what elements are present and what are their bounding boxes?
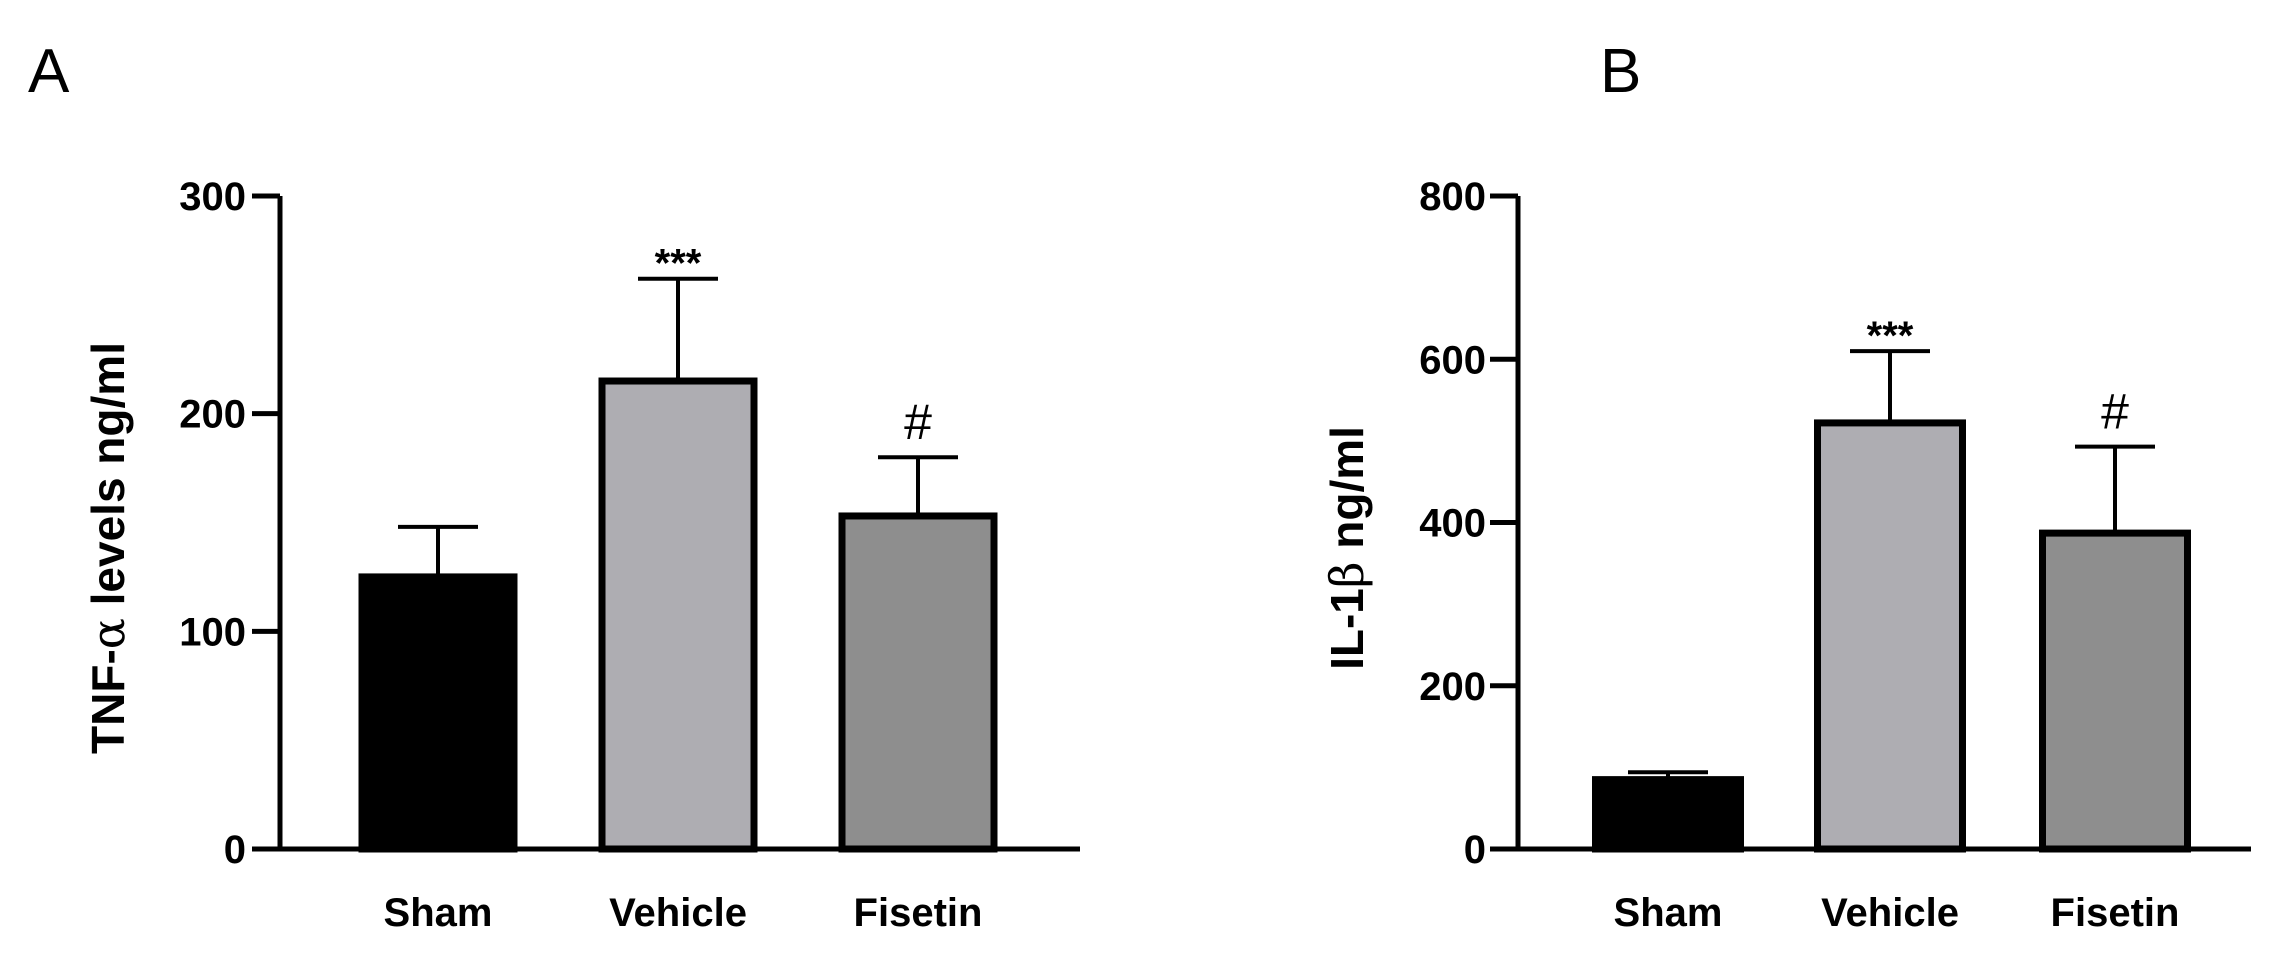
y-tick-label-b-3: 600 — [1419, 338, 1486, 382]
panel-a: A TNF-α levels ng/ml Sham *** Vehicle # Fise… — [28, 37, 1080, 935]
annotation-a-2: # — [904, 394, 932, 450]
panel-b: B IL-1β ng/ml Sham *** Vehicle # Fisetin 0 200… — [1320, 37, 2251, 935]
y-axis-title-b-main: IL-1 — [1321, 588, 1373, 670]
y-axis-title-a-symbol: α — [81, 618, 135, 649]
y-tick-label-b-2: 400 — [1419, 502, 1486, 546]
y-tick-label-b-1: 200 — [1419, 665, 1486, 709]
y-tick-label-a-0: 0 — [224, 828, 246, 872]
annotation-b-1: *** — [1867, 314, 1914, 358]
panel-letter-a: A — [28, 37, 70, 106]
y-tick-label-a-2: 200 — [179, 393, 246, 437]
category-label-a-1: Vehicle — [609, 891, 747, 935]
bar-a-0 — [358, 573, 518, 853]
category-label-b-1: Vehicle — [1821, 891, 1959, 935]
y-axis-title-b-symbol: β — [1320, 562, 1374, 589]
y-axis-title-a: TNF-α levels ng/ml — [81, 342, 135, 754]
y-axis-title-b: IL-1β ng/ml — [1320, 426, 1374, 670]
category-label-a-0: Sham — [384, 891, 493, 935]
bar-a-2 — [838, 512, 998, 853]
category-label-a-2: Fisetin — [854, 891, 983, 935]
y-tick-label-b-0: 0 — [1464, 828, 1486, 872]
y-tick-label-a-1: 100 — [179, 610, 246, 654]
y-axis-title-a-rest: levels ng/ml — [82, 342, 134, 618]
y-tick-label-a-3: 300 — [179, 175, 246, 219]
bar-b-2 — [2039, 529, 2191, 853]
bar-b-1 — [1814, 419, 1966, 853]
annotation-a-1: *** — [655, 242, 702, 286]
y-tick-label-b-4: 800 — [1419, 175, 1486, 219]
panel-letter-b: B — [1600, 37, 1641, 106]
category-label-b-2: Fisetin — [2051, 891, 2180, 935]
y-axis-title-b-rest: ng/ml — [1321, 426, 1373, 561]
annotation-b-2: # — [2101, 384, 2129, 440]
y-axis-title-a-main: TNF- — [82, 649, 134, 754]
bar-a-1 — [598, 377, 758, 853]
category-label-b-0: Sham — [1614, 891, 1723, 935]
bar-b-0 — [1592, 776, 1744, 853]
